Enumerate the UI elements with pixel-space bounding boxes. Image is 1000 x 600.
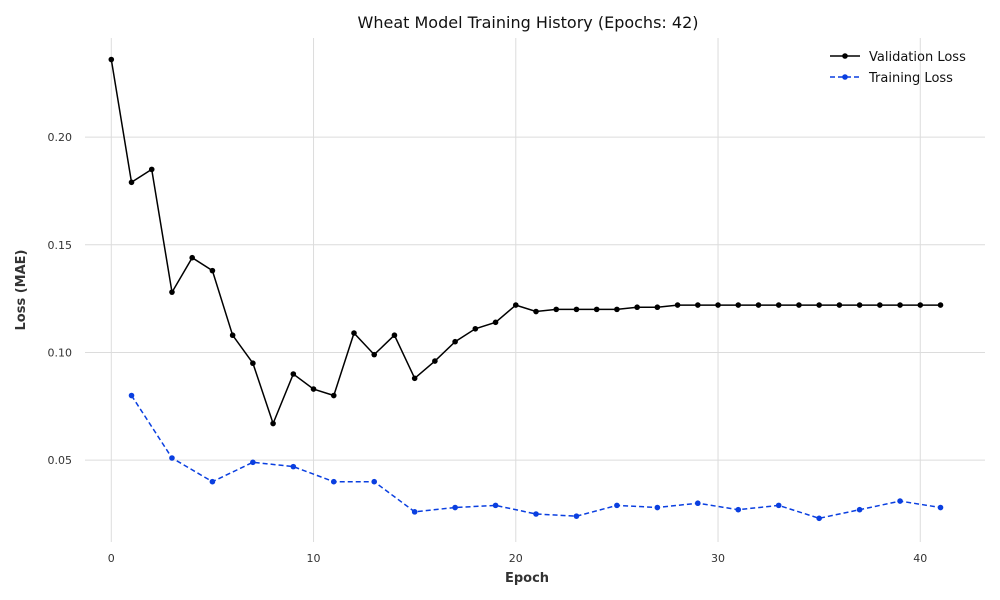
y-tick-label: 0.05 — [48, 454, 73, 467]
data-point — [209, 478, 216, 485]
legend-label: Training Loss — [868, 71, 953, 86]
legend-item: Training Loss — [830, 71, 953, 86]
data-point — [472, 325, 479, 332]
y-tick-label: 0.15 — [48, 239, 73, 252]
data-point — [250, 360, 256, 367]
data-point — [512, 302, 519, 308]
data-point — [553, 306, 560, 313]
data-point — [330, 392, 337, 399]
data-point — [492, 319, 499, 326]
data-point — [775, 502, 782, 509]
data-point — [452, 338, 458, 345]
data-point — [290, 371, 297, 377]
data-point — [391, 332, 398, 339]
x-tick-label: 30 — [711, 552, 725, 565]
data-point — [432, 358, 438, 364]
data-point — [897, 498, 903, 504]
data-point — [452, 504, 458, 511]
series-training-loss — [128, 392, 944, 522]
data-point — [290, 463, 297, 470]
data-point — [411, 375, 418, 382]
data-point — [796, 302, 802, 308]
data-point — [209, 267, 216, 274]
data-point — [674, 302, 681, 308]
series-layer — [108, 56, 944, 522]
data-point — [371, 351, 378, 358]
data-point — [735, 302, 742, 308]
tick-labels: 0 10 20 30 40 0.05 0.10 0.15 0.20 — [48, 131, 928, 565]
x-tick-label: 40 — [913, 552, 927, 565]
data-point — [614, 502, 620, 509]
data-point — [856, 506, 863, 513]
data-point — [917, 302, 924, 308]
x-axis-label: Epoch — [505, 571, 549, 586]
data-point — [351, 330, 357, 336]
data-point — [937, 504, 944, 511]
data-point — [371, 478, 378, 485]
data-point — [330, 478, 337, 485]
legend-item: Validation Loss — [830, 50, 966, 65]
legend-swatch-marker — [842, 74, 848, 80]
data-point — [169, 455, 175, 461]
legend-label: Validation Loss — [869, 50, 966, 65]
data-point — [128, 392, 135, 399]
series-validation-loss — [108, 56, 944, 427]
data-point — [856, 302, 863, 308]
data-point — [695, 302, 701, 308]
data-point — [310, 386, 317, 392]
x-tick-label: 0 — [108, 552, 115, 565]
data-point — [614, 306, 620, 313]
x-tick-label: 20 — [509, 552, 523, 565]
data-point — [695, 500, 701, 507]
data-point — [593, 306, 600, 313]
data-point — [492, 502, 499, 509]
data-point — [877, 302, 883, 308]
data-point — [128, 179, 135, 186]
data-point — [816, 302, 822, 308]
legend: Validation Loss Training Loss — [830, 50, 966, 86]
data-point — [270, 420, 276, 427]
data-point — [533, 308, 539, 315]
data-point — [897, 302, 903, 308]
data-point — [411, 509, 418, 515]
y-tick-label: 0.10 — [48, 346, 73, 359]
data-point — [229, 332, 236, 339]
data-point — [189, 254, 195, 261]
data-point — [735, 506, 742, 513]
data-point — [573, 513, 580, 519]
series-line — [110, 59, 941, 426]
data-point — [654, 504, 661, 511]
legend-swatch-marker — [842, 53, 848, 59]
x-tick-label: 10 — [307, 552, 321, 565]
y-axis-label: Loss (MAE) — [14, 250, 29, 331]
data-point — [169, 289, 175, 295]
data-point — [836, 302, 843, 308]
data-point — [654, 304, 661, 311]
data-point — [634, 304, 640, 311]
series-line — [130, 395, 941, 520]
data-point — [533, 511, 539, 517]
data-point — [715, 302, 721, 308]
y-tick-label: 0.20 — [48, 131, 73, 144]
data-point — [775, 302, 782, 308]
data-point — [148, 166, 155, 173]
data-point — [250, 459, 256, 466]
data-point — [816, 515, 822, 522]
grid-layer — [85, 38, 985, 542]
data-point — [755, 302, 762, 308]
data-point — [108, 56, 115, 63]
data-point — [573, 306, 580, 313]
chart-title: Wheat Model Training History (Epochs: 42… — [358, 13, 699, 32]
data-point — [937, 302, 944, 308]
